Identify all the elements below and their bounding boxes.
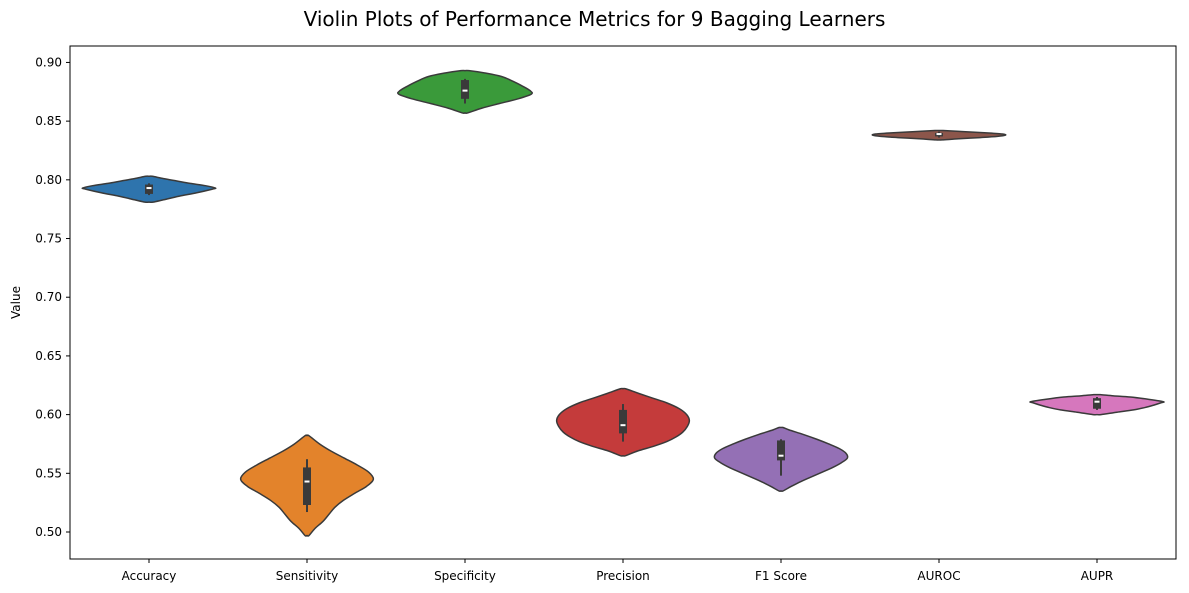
y-tick-label: 0.55: [35, 466, 62, 480]
x-axis: Accuracy Sensitivity Specificity Precision F…: [122, 559, 1114, 583]
x-tick-label: AUPR: [1081, 569, 1114, 583]
violin-iqr-box: [461, 80, 469, 99]
y-tick-label: 0.60: [35, 408, 62, 422]
y-tick-label: 0.70: [35, 290, 62, 304]
violin-auroc: [871, 129, 1007, 141]
violin-iqr-box: [303, 467, 311, 505]
y-tick-label: 0.85: [35, 114, 62, 128]
violin-f1-score: [713, 426, 849, 493]
x-tick-label: Sensitivity: [276, 569, 338, 583]
x-tick-label: AUROC: [917, 569, 960, 583]
violin-aupr: [1029, 393, 1165, 416]
y-tick-label: 0.75: [35, 232, 62, 246]
y-tick-label: 0.80: [35, 173, 62, 187]
y-tick-label: 0.65: [35, 349, 62, 363]
violin-iqr-box: [145, 184, 153, 194]
violin-accuracy: [81, 175, 217, 204]
violin-iqr-box: [777, 440, 785, 461]
y-axis: 0.50 0.55 0.60 0.65 0.70 0.75 0.80 0.85 0.90: [35, 55, 70, 539]
plot-frame: [69, 45, 1177, 560]
violin-iqr-box: [1093, 398, 1101, 409]
violin-sensitivity: [239, 434, 375, 537]
x-tick-label: F1 Score: [755, 569, 807, 583]
violin-specificity: [397, 69, 533, 115]
x-tick-label: Precision: [596, 569, 650, 583]
violin-precision: [555, 387, 691, 457]
x-tick-label: Specificity: [434, 569, 496, 583]
y-tick-label: 0.90: [35, 55, 62, 69]
violins-layer: [81, 69, 1165, 537]
chart-title: Violin Plots of Performance Metrics for …: [304, 7, 886, 31]
y-axis-title: Value: [9, 286, 23, 319]
x-tick-label: Accuracy: [122, 569, 177, 583]
violin-iqr-box: [619, 409, 627, 434]
y-tick-label: 0.50: [35, 525, 62, 539]
